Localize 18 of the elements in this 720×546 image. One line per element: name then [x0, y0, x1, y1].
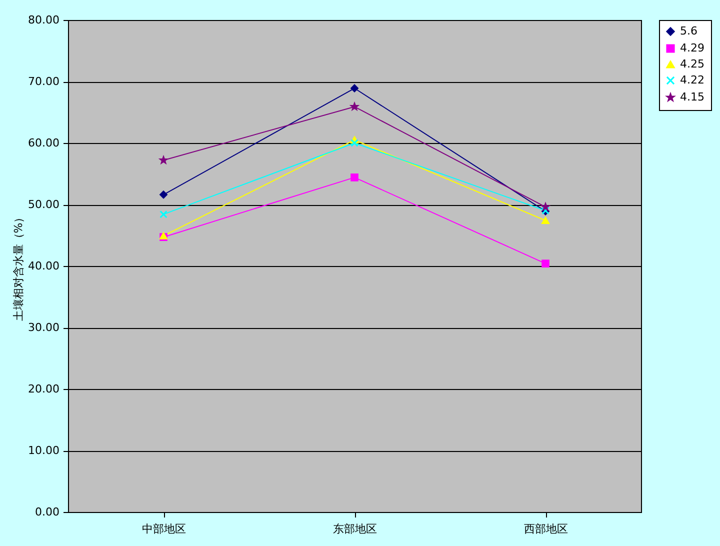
- x-tick-label: 西部地区: [524, 522, 568, 536]
- y-tick-label: 70.00: [28, 75, 60, 88]
- x-tick-label: 中部地区: [142, 522, 186, 536]
- y-tick-label: 60.00: [28, 136, 60, 150]
- x-tick-label: 东部地区: [333, 522, 377, 536]
- y-tick-label: 80.00: [28, 14, 60, 26]
- legend-label: 5.6: [680, 24, 698, 38]
- legend-label: 4.22: [680, 74, 704, 86]
- y-tick-label: 50.00: [28, 198, 60, 211]
- y-tick-label: 0.00: [35, 506, 60, 518]
- legend-label: 4.15: [680, 90, 704, 104]
- y-tick-label: 40.00: [28, 260, 60, 272]
- y-tick-label: 30.00: [28, 321, 60, 334]
- y-tick-label: 10.00: [28, 444, 60, 457]
- y-tick-label: 20.00: [28, 382, 60, 396]
- y-axis-title: 土壤相对含水量（%）: [12, 212, 26, 322]
- legend-label: 4.25: [680, 58, 704, 70]
- legend-label: 4.29: [680, 42, 704, 54]
